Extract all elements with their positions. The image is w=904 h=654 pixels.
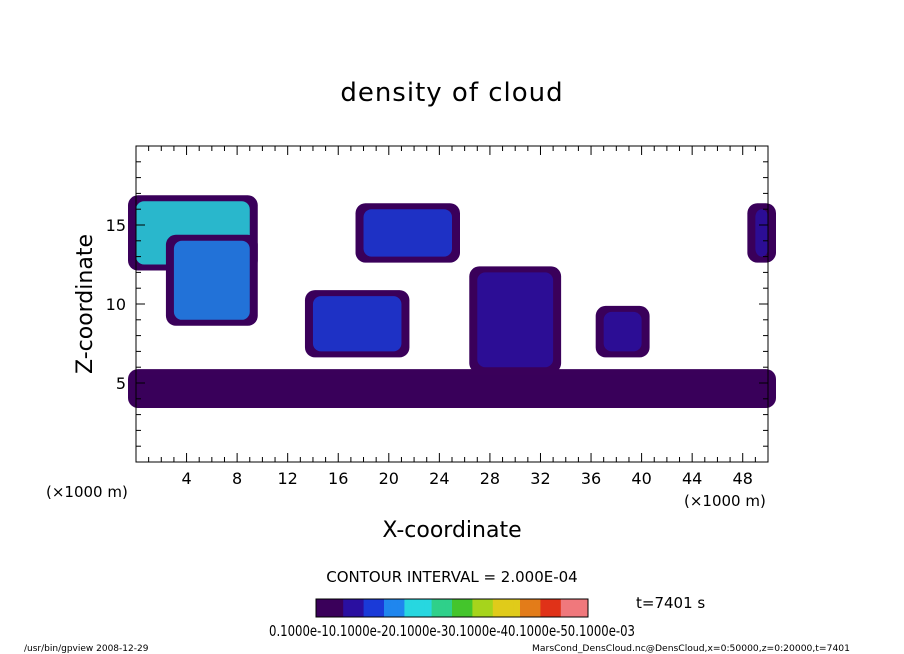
- colorbar-cell: [336, 599, 344, 617]
- colorbar-cell: [404, 599, 412, 617]
- y-tick-label: 5: [116, 374, 126, 393]
- y-tick-label: 15: [106, 216, 126, 235]
- colorbar-cell: [472, 599, 480, 617]
- cloud-region-3: [312, 296, 402, 352]
- x-tick-label: 24: [429, 469, 449, 488]
- colorbar-cell: [458, 599, 467, 617]
- colorbar-cell: [486, 599, 494, 617]
- x-tick-label: 36: [581, 469, 601, 488]
- cloud-region-6: [755, 209, 768, 257]
- colorbar-cell: [492, 599, 501, 617]
- colorbar-cell: [560, 599, 569, 617]
- footer-right: MarsCond_DensCloud.nc@DensCloud,x=0:5000…: [532, 644, 850, 654]
- y-axis-label: Z-coordinate: [73, 234, 98, 374]
- colorbar-cell: [465, 599, 473, 617]
- cloud-region-5: [603, 311, 642, 352]
- colorbar-cell: [554, 599, 562, 617]
- x-tick-label: 28: [480, 469, 500, 488]
- colorbar-cell: [350, 599, 358, 617]
- x-unit-right: (×1000 m): [684, 492, 766, 510]
- colorbar-cell: [370, 599, 378, 617]
- x-tick-label: 48: [733, 469, 753, 488]
- colorbar-cell: [567, 599, 575, 617]
- colorbar-cell: [574, 599, 582, 617]
- colorbar-cell: [520, 599, 528, 617]
- x-axis-label: X-coordinate: [382, 518, 521, 543]
- x-tick-label: 4: [181, 469, 191, 488]
- colorbar-cell: [343, 599, 351, 617]
- colorbar-cell: [363, 599, 371, 617]
- colorbar-cell: [390, 599, 399, 617]
- colorbar-cell: [384, 599, 392, 617]
- x-tick-label: 20: [379, 469, 399, 488]
- cloud-region-2: [363, 209, 452, 257]
- colorbar-cell: [438, 599, 446, 617]
- cloud-field: [128, 195, 776, 408]
- x-tick-label: 16: [328, 469, 348, 488]
- x-tick-labels: 4 8 12 16 20 24 28 32 36 40 44 48: [181, 469, 752, 488]
- contour-interval: CONTOUR INTERVAL = 2.000E-04: [326, 568, 577, 586]
- colorbar: [315, 598, 589, 618]
- colorbar-cell: [316, 599, 324, 617]
- cloud-region-4: [477, 272, 554, 368]
- colorbar-labels: 0.1000e-10.1000e-20.1000e-30.1000e-40.10…: [269, 622, 635, 640]
- colorbar-frame: [315, 598, 589, 618]
- footer-left: /usr/bin/gpview 2008-12-29: [24, 644, 149, 654]
- cloud-region-1: [173, 240, 250, 320]
- time-label: t=7401 s: [636, 594, 705, 612]
- cloud-region-7: [136, 375, 768, 402]
- colorbar-cell: [581, 599, 589, 617]
- colorbar-cell: [356, 599, 365, 617]
- colorbar-cell: [499, 599, 507, 617]
- plot-area: [128, 145, 776, 463]
- colorbar-cell: [452, 599, 460, 617]
- colorbar-cell: [418, 599, 426, 617]
- y-tick-labels: 5 10 15: [106, 216, 126, 393]
- colorbar-cell: [540, 599, 548, 617]
- colorbar-cell: [479, 599, 487, 617]
- colorbar-cell: [431, 599, 439, 617]
- colorbar-cell: [411, 599, 419, 617]
- x-tick-label: 44: [682, 469, 702, 488]
- colorbar-cell: [377, 599, 385, 617]
- colorbar-cell: [329, 599, 337, 617]
- colorbar-cell: [547, 599, 555, 617]
- y-tick-label: 10: [106, 295, 126, 314]
- colorbar-cell: [397, 599, 405, 617]
- colorbar-cell: [513, 599, 521, 617]
- colorbar-cell: [445, 599, 453, 617]
- colorbar-cell: [322, 599, 331, 617]
- colorbar-cell: [533, 599, 541, 617]
- colorbar-gradient: [316, 599, 589, 617]
- colorbar-cell: [506, 599, 514, 617]
- colorbar-cell: [424, 599, 433, 617]
- x-tick-label: 40: [631, 469, 651, 488]
- chart-title: density of cloud: [340, 78, 563, 108]
- axis-ticks: [136, 146, 768, 462]
- x-tick-label: 12: [278, 469, 298, 488]
- colorbar-cell: [526, 599, 535, 617]
- x-tick-label: 8: [232, 469, 242, 488]
- x-unit-left: (×1000 m): [46, 483, 128, 501]
- x-tick-label: 32: [530, 469, 550, 488]
